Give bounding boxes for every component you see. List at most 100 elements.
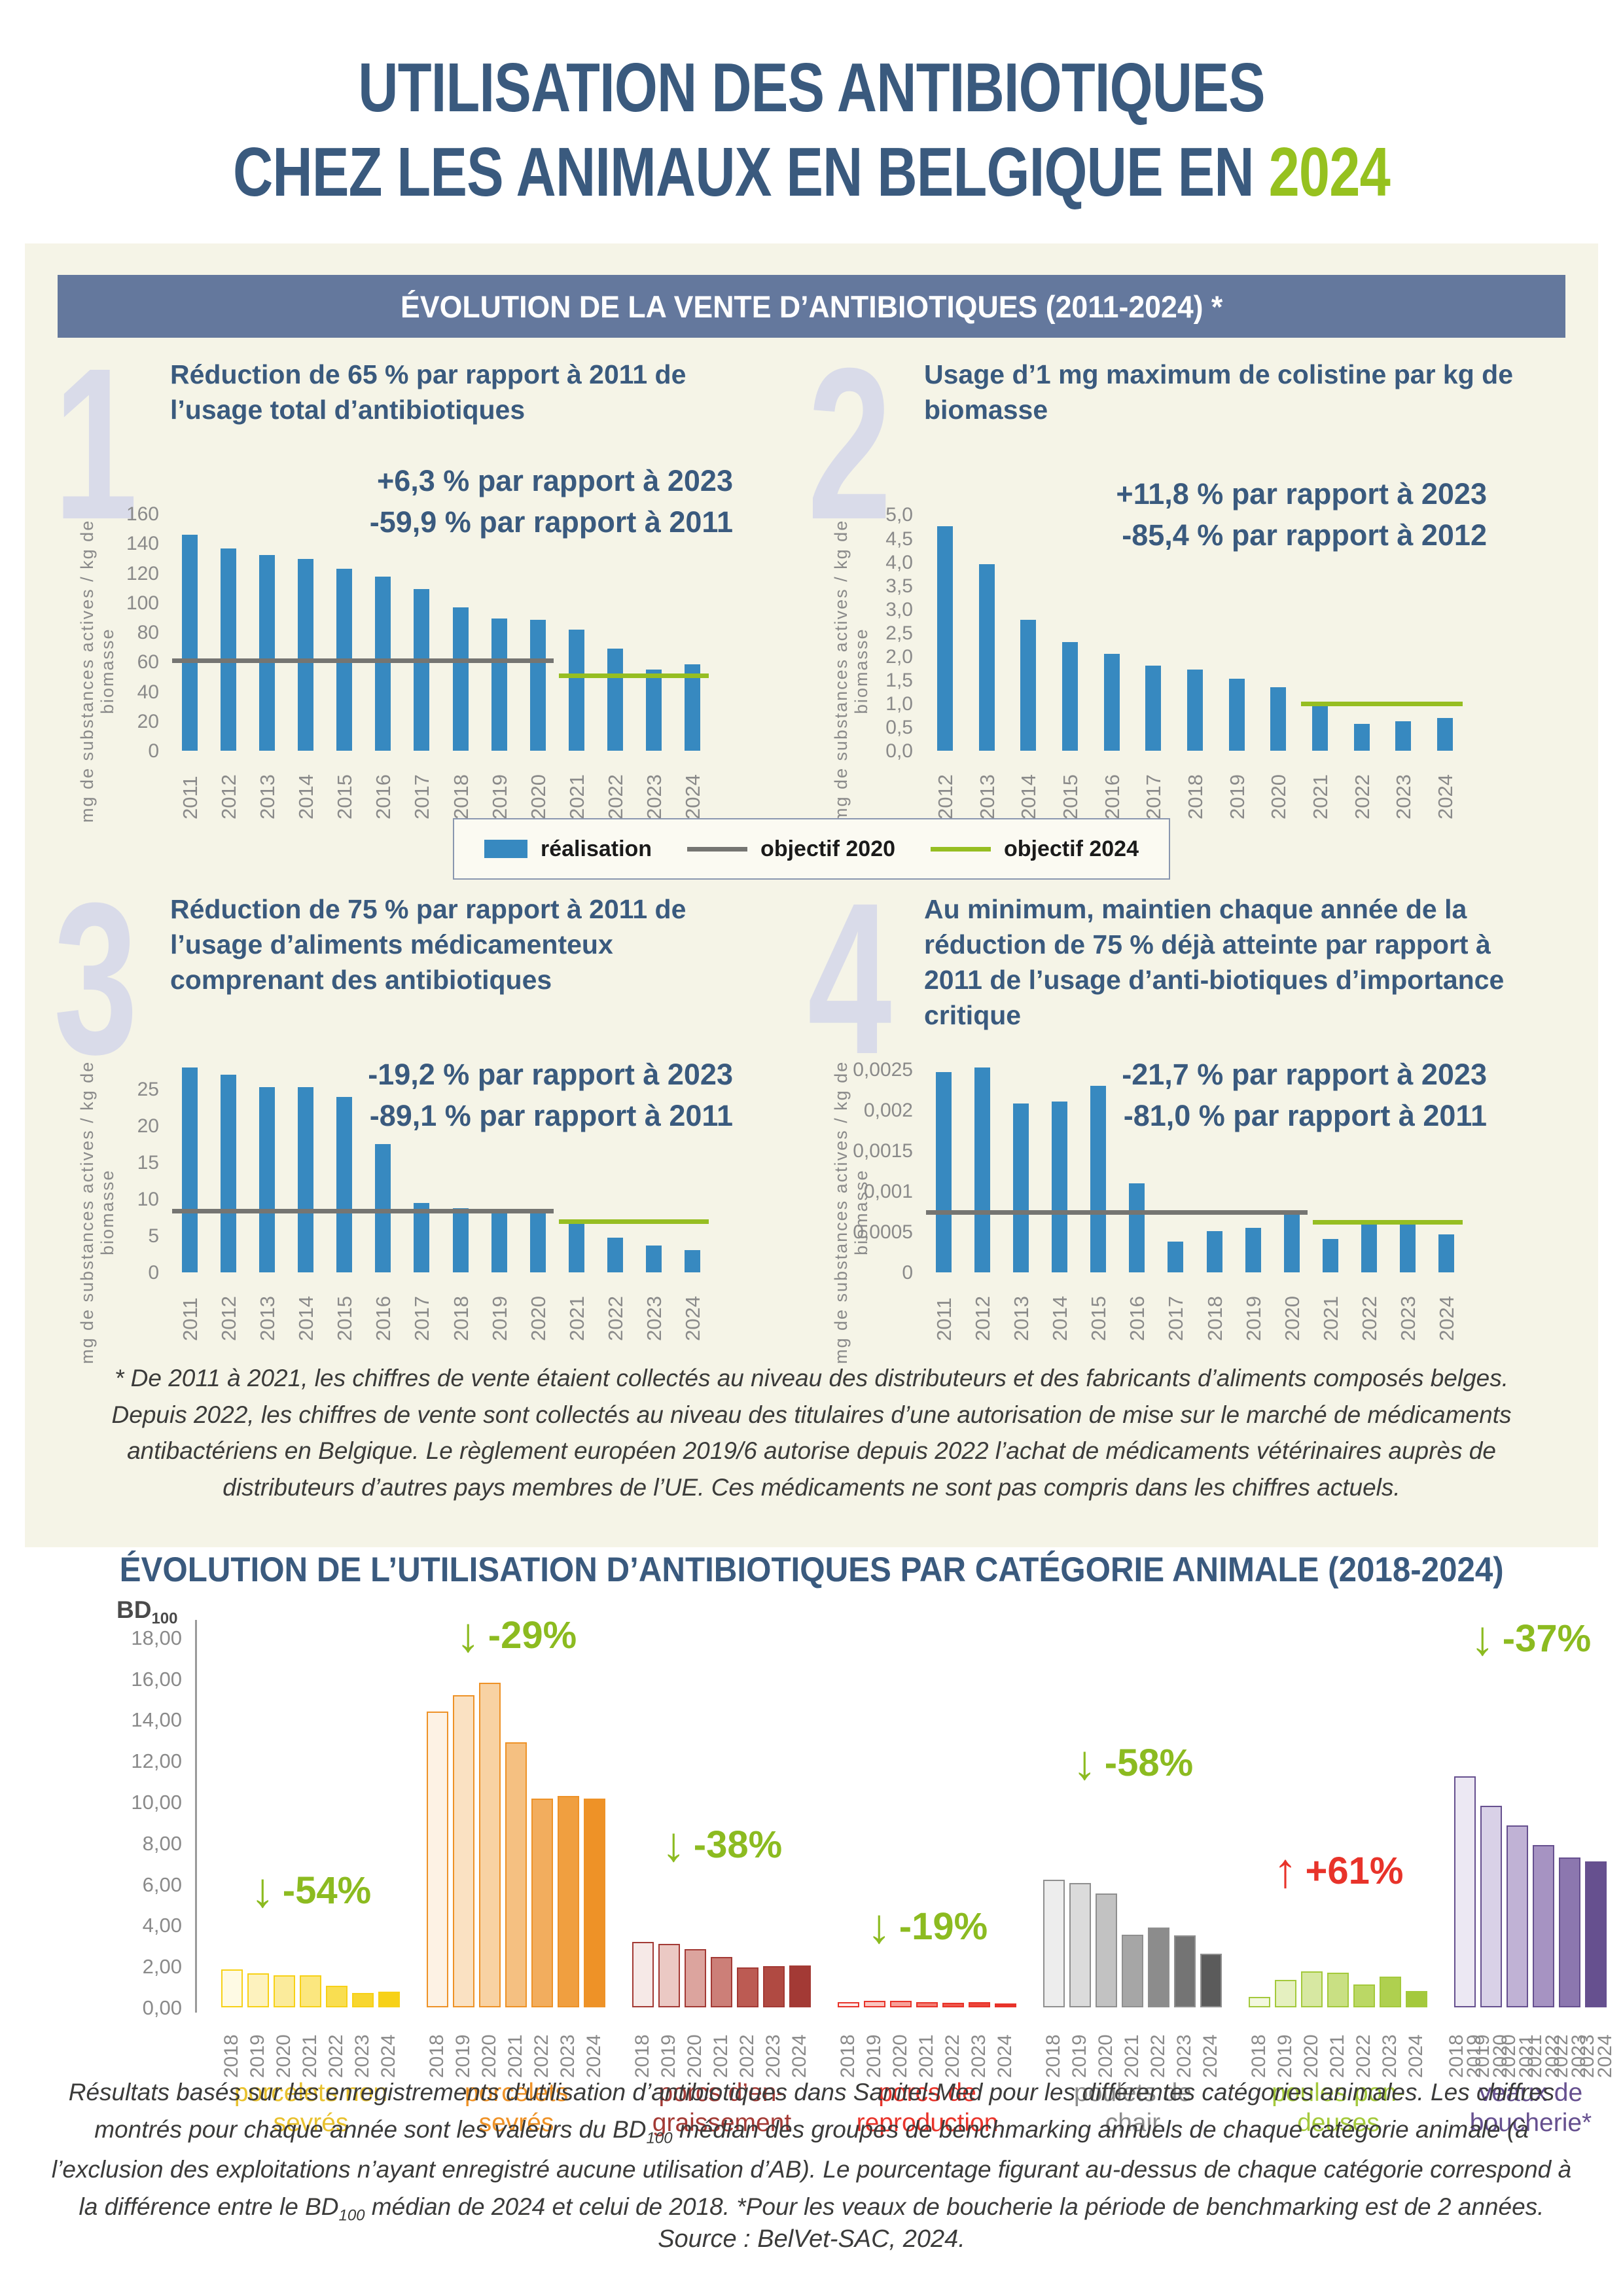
year-label: 2024 [1405, 2034, 1427, 2078]
year-label: 2019 [452, 2034, 474, 2078]
bar [427, 1711, 448, 2007]
year-label: 2021 [1309, 774, 1332, 819]
bar [375, 577, 391, 751]
year-label: 2020 [526, 774, 550, 819]
bar [1361, 1222, 1378, 1272]
category-label: porcs d’en- graissement [652, 2079, 792, 2138]
axis-tick-label: 4,00 [142, 1914, 182, 1937]
year-label: 2023 [351, 2034, 373, 2078]
bar [646, 1245, 662, 1272]
year-label: 2024 [681, 1296, 705, 1341]
year-label: 2024 [1200, 2034, 1221, 2078]
bar [1052, 1102, 1067, 1272]
bar [569, 1221, 584, 1272]
page-title-line1: UTILISATION DES ANTIBIOTIQUES [358, 49, 1265, 126]
bar [1507, 1825, 1528, 2007]
year-label: 2019 [1241, 1296, 1265, 1341]
axis-tick-label: 20 [137, 1115, 159, 1138]
category-label: poulets de chair [1074, 2079, 1192, 2138]
arrow-down-icon: ↓ [250, 1863, 275, 1918]
bar [1061, 642, 1078, 751]
page-title: UTILISATION DES ANTIBIOTIQUES CHEZ LES A… [0, 46, 1623, 215]
year-label: 2012 [971, 1296, 994, 1341]
bar [1012, 1103, 1029, 1272]
chart-card-medicated-feed: 3 Réduction de 75 % par rapport à 2011 d… [54, 870, 812, 1408]
axis-tick-label: 160 [126, 503, 159, 526]
card-number: 3 [54, 857, 138, 1099]
card-number: 2 [808, 323, 892, 564]
year-label: 2020 [684, 2034, 705, 2078]
legend-item-realisation: réalisation [484, 836, 652, 862]
realisation-swatch-icon [484, 840, 527, 858]
category-label: porcs de reproduction [856, 2079, 999, 2138]
year-label: 2015 [1087, 1296, 1111, 1341]
year-label: 2020 [526, 1296, 550, 1341]
year-label: 2024 [378, 2034, 399, 2078]
year-label: 2011 [178, 1297, 202, 1341]
chart-annotation: +6,3 % par rapport à 2023 -59,9 % par ra… [369, 464, 733, 539]
axis-tick-label: 15 [137, 1152, 159, 1174]
axis-tick-label: 80 [137, 622, 159, 644]
year-label: 2020 [1267, 774, 1291, 819]
bar [1353, 723, 1370, 751]
year-label: 2022 [1350, 774, 1374, 819]
year-label: 2021 [505, 2034, 526, 2078]
bar [1249, 1997, 1270, 2007]
axis-tick-label: 0 [902, 1262, 913, 1283]
bar [221, 1969, 243, 2007]
bar [1312, 703, 1329, 751]
bar [529, 619, 546, 751]
year-label: 2019 [1225, 774, 1249, 819]
bar [632, 1941, 654, 2007]
bar [298, 559, 313, 751]
axis-tick-label: 1,0 [885, 692, 913, 715]
year-label: 2023 2024 [1577, 2034, 1616, 2078]
chart-annotation: -21,7 % par rapport à 2023 -81,0 % par r… [1122, 1058, 1487, 1132]
axis-tick-label: 0,00 [142, 1996, 182, 2019]
year-label: 2019 [247, 2034, 268, 2078]
bar [452, 607, 469, 751]
bar [558, 1795, 579, 2007]
year-label: 2022 [942, 2034, 963, 2078]
year-label: 2018 [1203, 1296, 1226, 1341]
target-line [172, 1209, 554, 1214]
year-label: 2022 [531, 2034, 552, 2078]
year-label: 2023 [1397, 1296, 1420, 1341]
trend-annotation: ↓ -37% [1471, 1614, 1591, 1662]
chart-title: Usage d’1 mg maximum de colistine par kg… [924, 359, 1513, 425]
target-line [559, 1219, 709, 1224]
year-label: 2020 [1300, 2034, 1322, 2078]
chart-card-total-antibiotics: 1 Réduction de 65 % par rapport à 2011 d… [54, 336, 812, 874]
bar [1200, 1954, 1222, 2007]
bar [1400, 1223, 1416, 1272]
bar [220, 548, 236, 751]
chart-card-critical-antibiotics: 4 Au minimum, maintien chaque année de l… [808, 870, 1565, 1408]
bar [864, 2000, 885, 2007]
axis-tick-label: 0,5 [885, 716, 913, 738]
chart-card-colistine: 2 Usage d’1 mg maximum de colistine par … [808, 336, 1565, 874]
bar [995, 2003, 1016, 2007]
bar [1480, 1806, 1502, 2007]
bar [1129, 1183, 1145, 1272]
axis-tick-label: 12,00 [131, 1749, 182, 1773]
trend-value: -38% [693, 1823, 783, 1866]
year-label: 2022 [1358, 1296, 1382, 1341]
axis-tick-label: 60 [137, 651, 159, 673]
bar [375, 1144, 391, 1272]
year-label: 2013 [975, 774, 999, 819]
bar [569, 629, 584, 751]
bd100-category-chart: BD100 0,00 2,00 4,00 6,00 8,00 10,00 12,00 14,0… [79, 1596, 1616, 2261]
card-number: 1 [54, 323, 138, 564]
year-label: 2011 [932, 1297, 955, 1341]
bar-chart-plot: 0 5 10 15 20 25 2011 2012 2013 2014 2015 2016 2017 20… [137, 1056, 712, 1341]
bar [1438, 1234, 1455, 1272]
bar [529, 1211, 546, 1272]
page-title-line2: CHEZ LES ANIMAUX EN BELGIQUE EN 2024 [232, 134, 1391, 211]
year-label: 2022 [325, 2034, 347, 2078]
arrow-up-icon: ↑ [1273, 1843, 1298, 1898]
year-label: 2015 [333, 774, 357, 819]
year-label: 2023 [1173, 2034, 1195, 2078]
year-label: 2018 [1184, 774, 1207, 819]
bar [1406, 1990, 1427, 2007]
bar [378, 1992, 400, 2007]
